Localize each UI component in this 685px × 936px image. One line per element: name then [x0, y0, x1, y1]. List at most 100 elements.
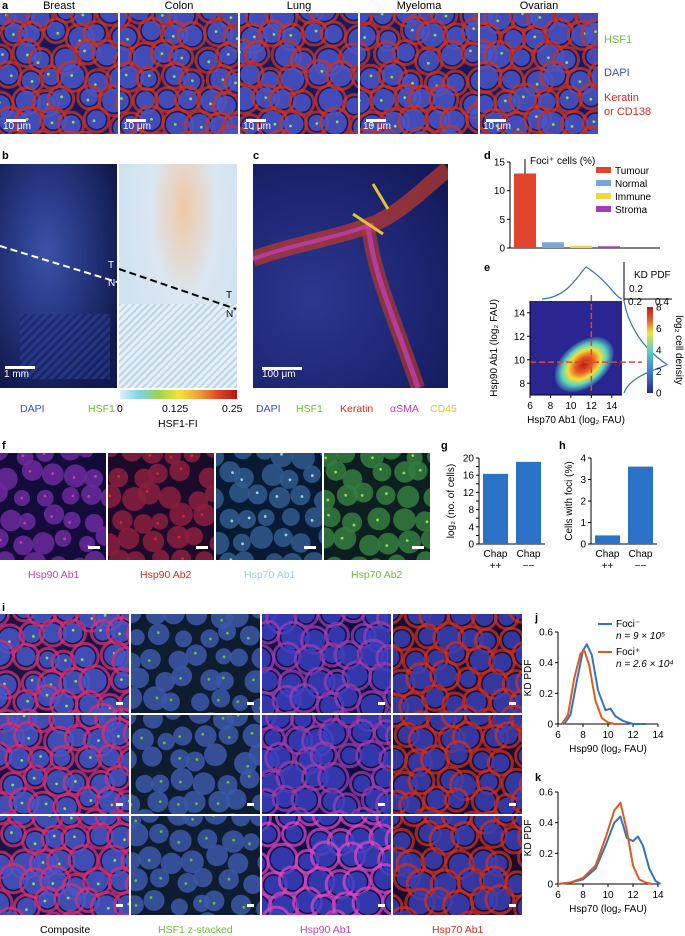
- hsf1-focus: [26, 53, 29, 57]
- cell-nucleus: [74, 13, 93, 26]
- cell-membrane: [105, 62, 118, 95]
- cell-nucleus: [143, 686, 168, 711]
- cell-nucleus: [84, 550, 106, 560]
- cell-nucleus: [251, 647, 260, 669]
- cell-nucleus: [0, 643, 11, 666]
- panel-c-legend-cd45: CD45: [430, 403, 457, 415]
- chart-j: 6 8 10 12 14 0 0.2 0.4 0.6 Hsp90 (log₂ FAU) KD PDF…: [523, 619, 674, 755]
- cell-membrane: [360, 13, 374, 28]
- cell-nucleus: [273, 89, 293, 109]
- hsf1-focus: [159, 876, 163, 880]
- hsf1-focus: [127, 902, 129, 906]
- cell-nucleus: [515, 645, 522, 664]
- scale-text-lung: 10 μm: [243, 121, 271, 132]
- cell-nucleus: [135, 809, 155, 814]
- j-xlabel: Hsp90 (log₂ FAU): [569, 744, 647, 755]
- cell-membrane: [509, 715, 522, 733]
- hsf1-focus: [264, 96, 268, 100]
- cell-nucleus: [171, 665, 193, 687]
- cell-membrane: [434, 811, 452, 814]
- cell-nucleus: [206, 844, 228, 867]
- cell-membrane: [61, 910, 84, 915]
- hsf1-focus: [592, 120, 596, 124]
- hsf1-focus: [594, 30, 597, 34]
- cell-nucleus: [184, 527, 203, 546]
- cell-nucleus: [252, 715, 260, 724]
- k-x-tick-label: 10: [602, 890, 614, 901]
- cell-nucleus: [441, 44, 463, 65]
- e-marginal-tick-3: 0.4: [655, 297, 669, 308]
- cell-membrane: [315, 691, 345, 713]
- panel-c-legend-keratin: Keratin: [340, 403, 374, 415]
- cell-nucleus: [68, 728, 87, 747]
- cell-nucleus: [319, 453, 322, 458]
- cell-membrane: [581, 109, 598, 134]
- h-y-tick-label: 1: [580, 518, 586, 529]
- hsf1-focus: [169, 455, 173, 459]
- panel-a-image-myeloma: [360, 13, 478, 134]
- cell-nucleus: [47, 21, 65, 40]
- cell-nucleus: [117, 527, 140, 550]
- cell-nucleus: [158, 486, 181, 509]
- cell-nucleus: [60, 816, 79, 825]
- hsf1-focus: [108, 494, 112, 498]
- hsf1-focus: [20, 801, 24, 805]
- hsf1-focus: [201, 732, 205, 736]
- hsf1-focus: [117, 734, 120, 738]
- hsf1-focus: [92, 119, 96, 123]
- cell-nucleus: [423, 488, 430, 507]
- cell-membrane: [500, 704, 522, 713]
- hsf1-focus: [31, 635, 35, 638]
- cell-membrane: [115, 93, 118, 111]
- cell-nucleus: [140, 70, 157, 87]
- hsf1-focus: [154, 537, 157, 541]
- cell-nucleus: [193, 503, 214, 527]
- hsf1-focus: [179, 676, 183, 680]
- panel-i-scalebar-r3-c4: [509, 904, 516, 907]
- hsf1-focus: [503, 99, 507, 103]
- g-y-tick-label: 0: [468, 540, 474, 551]
- hsf1-focus: [252, 678, 255, 682]
- cell-nucleus: [469, 649, 492, 671]
- cell-membrane: [265, 13, 299, 34]
- cell-nucleus: [453, 774, 476, 797]
- cell-nucleus: [257, 855, 260, 870]
- hsf1-focus: [538, 15, 542, 19]
- panel-c-image: [253, 164, 448, 388]
- cell-nucleus: [268, 486, 291, 509]
- panel-f-legend-hsp70ab2: Hsp70 Ab2: [351, 569, 403, 581]
- hsf1-focus: [145, 490, 149, 493]
- cell-membrane: [344, 130, 358, 134]
- cell-nucleus: [195, 551, 214, 560]
- d-legend-immune: Immune: [615, 192, 652, 203]
- cell-nucleus: [150, 774, 170, 793]
- cell-membrane: [443, 787, 470, 813]
- e-top-marginal: [541, 266, 623, 300]
- legend-hsf1: HSF1: [604, 34, 633, 46]
- hsf1-focus: [195, 758, 199, 761]
- cell-membrane: [419, 744, 451, 775]
- hsf1-focus: [214, 30, 218, 33]
- cell-nucleus: [401, 109, 426, 133]
- hsf1-focus: [73, 835, 76, 839]
- cell-nucleus: [120, 13, 128, 27]
- cell-nucleus: [294, 715, 312, 728]
- panel-f-scalebar-1: [88, 546, 100, 549]
- cell-nucleus: [360, 45, 366, 63]
- panel-a-image-lung-cells: [240, 13, 358, 134]
- cell-nucleus: [169, 460, 191, 482]
- g-y-tick-label: 16: [463, 471, 475, 482]
- cell-nucleus: [315, 898, 333, 915]
- cell-nucleus: [372, 462, 392, 482]
- scalebar-breast: [6, 119, 26, 122]
- cell-nucleus: [385, 894, 391, 911]
- cell-nucleus: [183, 453, 201, 463]
- cell-nucleus: [169, 829, 192, 852]
- g-y-tick-label: 8: [468, 505, 474, 516]
- cell-membrane: [444, 740, 473, 769]
- panel-b-cbar-tick-1: 0.125: [162, 403, 189, 415]
- cell-membrane: [368, 13, 397, 29]
- cell-nucleus: [38, 890, 57, 909]
- hsf1-focus: [227, 736, 231, 739]
- cell-nucleus: [82, 668, 107, 693]
